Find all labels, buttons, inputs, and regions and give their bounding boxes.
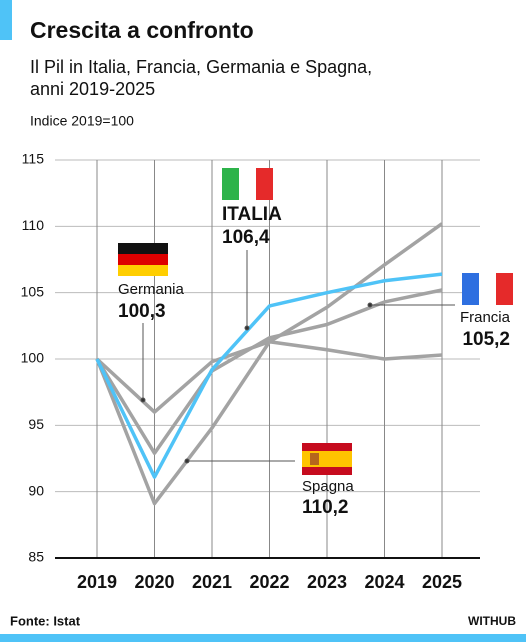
legend-label: ITALIA <box>222 204 282 225</box>
y-tick-label: 115 <box>22 151 45 167</box>
y-tick-label: 100 <box>21 350 45 366</box>
series-line <box>95 288 443 455</box>
series-line <box>95 222 444 506</box>
x-tick-label: 2021 <box>192 572 232 592</box>
chart-title: Crescita a confronto <box>30 17 254 43</box>
accent-bar <box>0 0 12 40</box>
x-tick-label: 2020 <box>134 572 174 592</box>
y-tick-label: 110 <box>22 217 45 233</box>
y-tick-label: 85 <box>28 549 44 565</box>
subtitle: Il Pil in Italia, Francia, Germania e Sp… <box>30 57 372 77</box>
value-label: 105,2 <box>462 329 510 350</box>
leaders <box>140 250 455 464</box>
value-label: 106,4 <box>222 227 270 248</box>
flag-spagna <box>302 443 352 475</box>
value-label: 100,3 <box>118 301 166 322</box>
y-tick-label: 90 <box>28 482 44 498</box>
legend-label: Germania <box>118 281 185 298</box>
value-label: 110,2 <box>302 497 349 518</box>
y-tick-label: 95 <box>28 416 44 432</box>
brand: WITHUB <box>468 614 516 628</box>
subtitle: anni 2019-2025 <box>30 79 155 99</box>
series-line <box>95 272 443 479</box>
flag-francia <box>462 273 513 305</box>
legend-label: Francia <box>460 309 511 326</box>
x-tick-label: 2023 <box>307 572 347 592</box>
legend-label: Spagna <box>302 478 354 495</box>
x-tick-label: 2025 <box>422 572 462 592</box>
x-tick-label: 2024 <box>364 572 404 592</box>
y-axis-label: Indice 2019=100 <box>30 113 134 129</box>
y-tick-label: 105 <box>21 283 45 299</box>
flag-germania <box>118 243 168 276</box>
x-tick-label: 2019 <box>77 572 117 592</box>
flag-italia <box>222 168 273 200</box>
source: Fonte: Istat <box>10 613 81 628</box>
accent-strip <box>0 634 526 642</box>
x-tick-label: 2022 <box>249 572 289 592</box>
